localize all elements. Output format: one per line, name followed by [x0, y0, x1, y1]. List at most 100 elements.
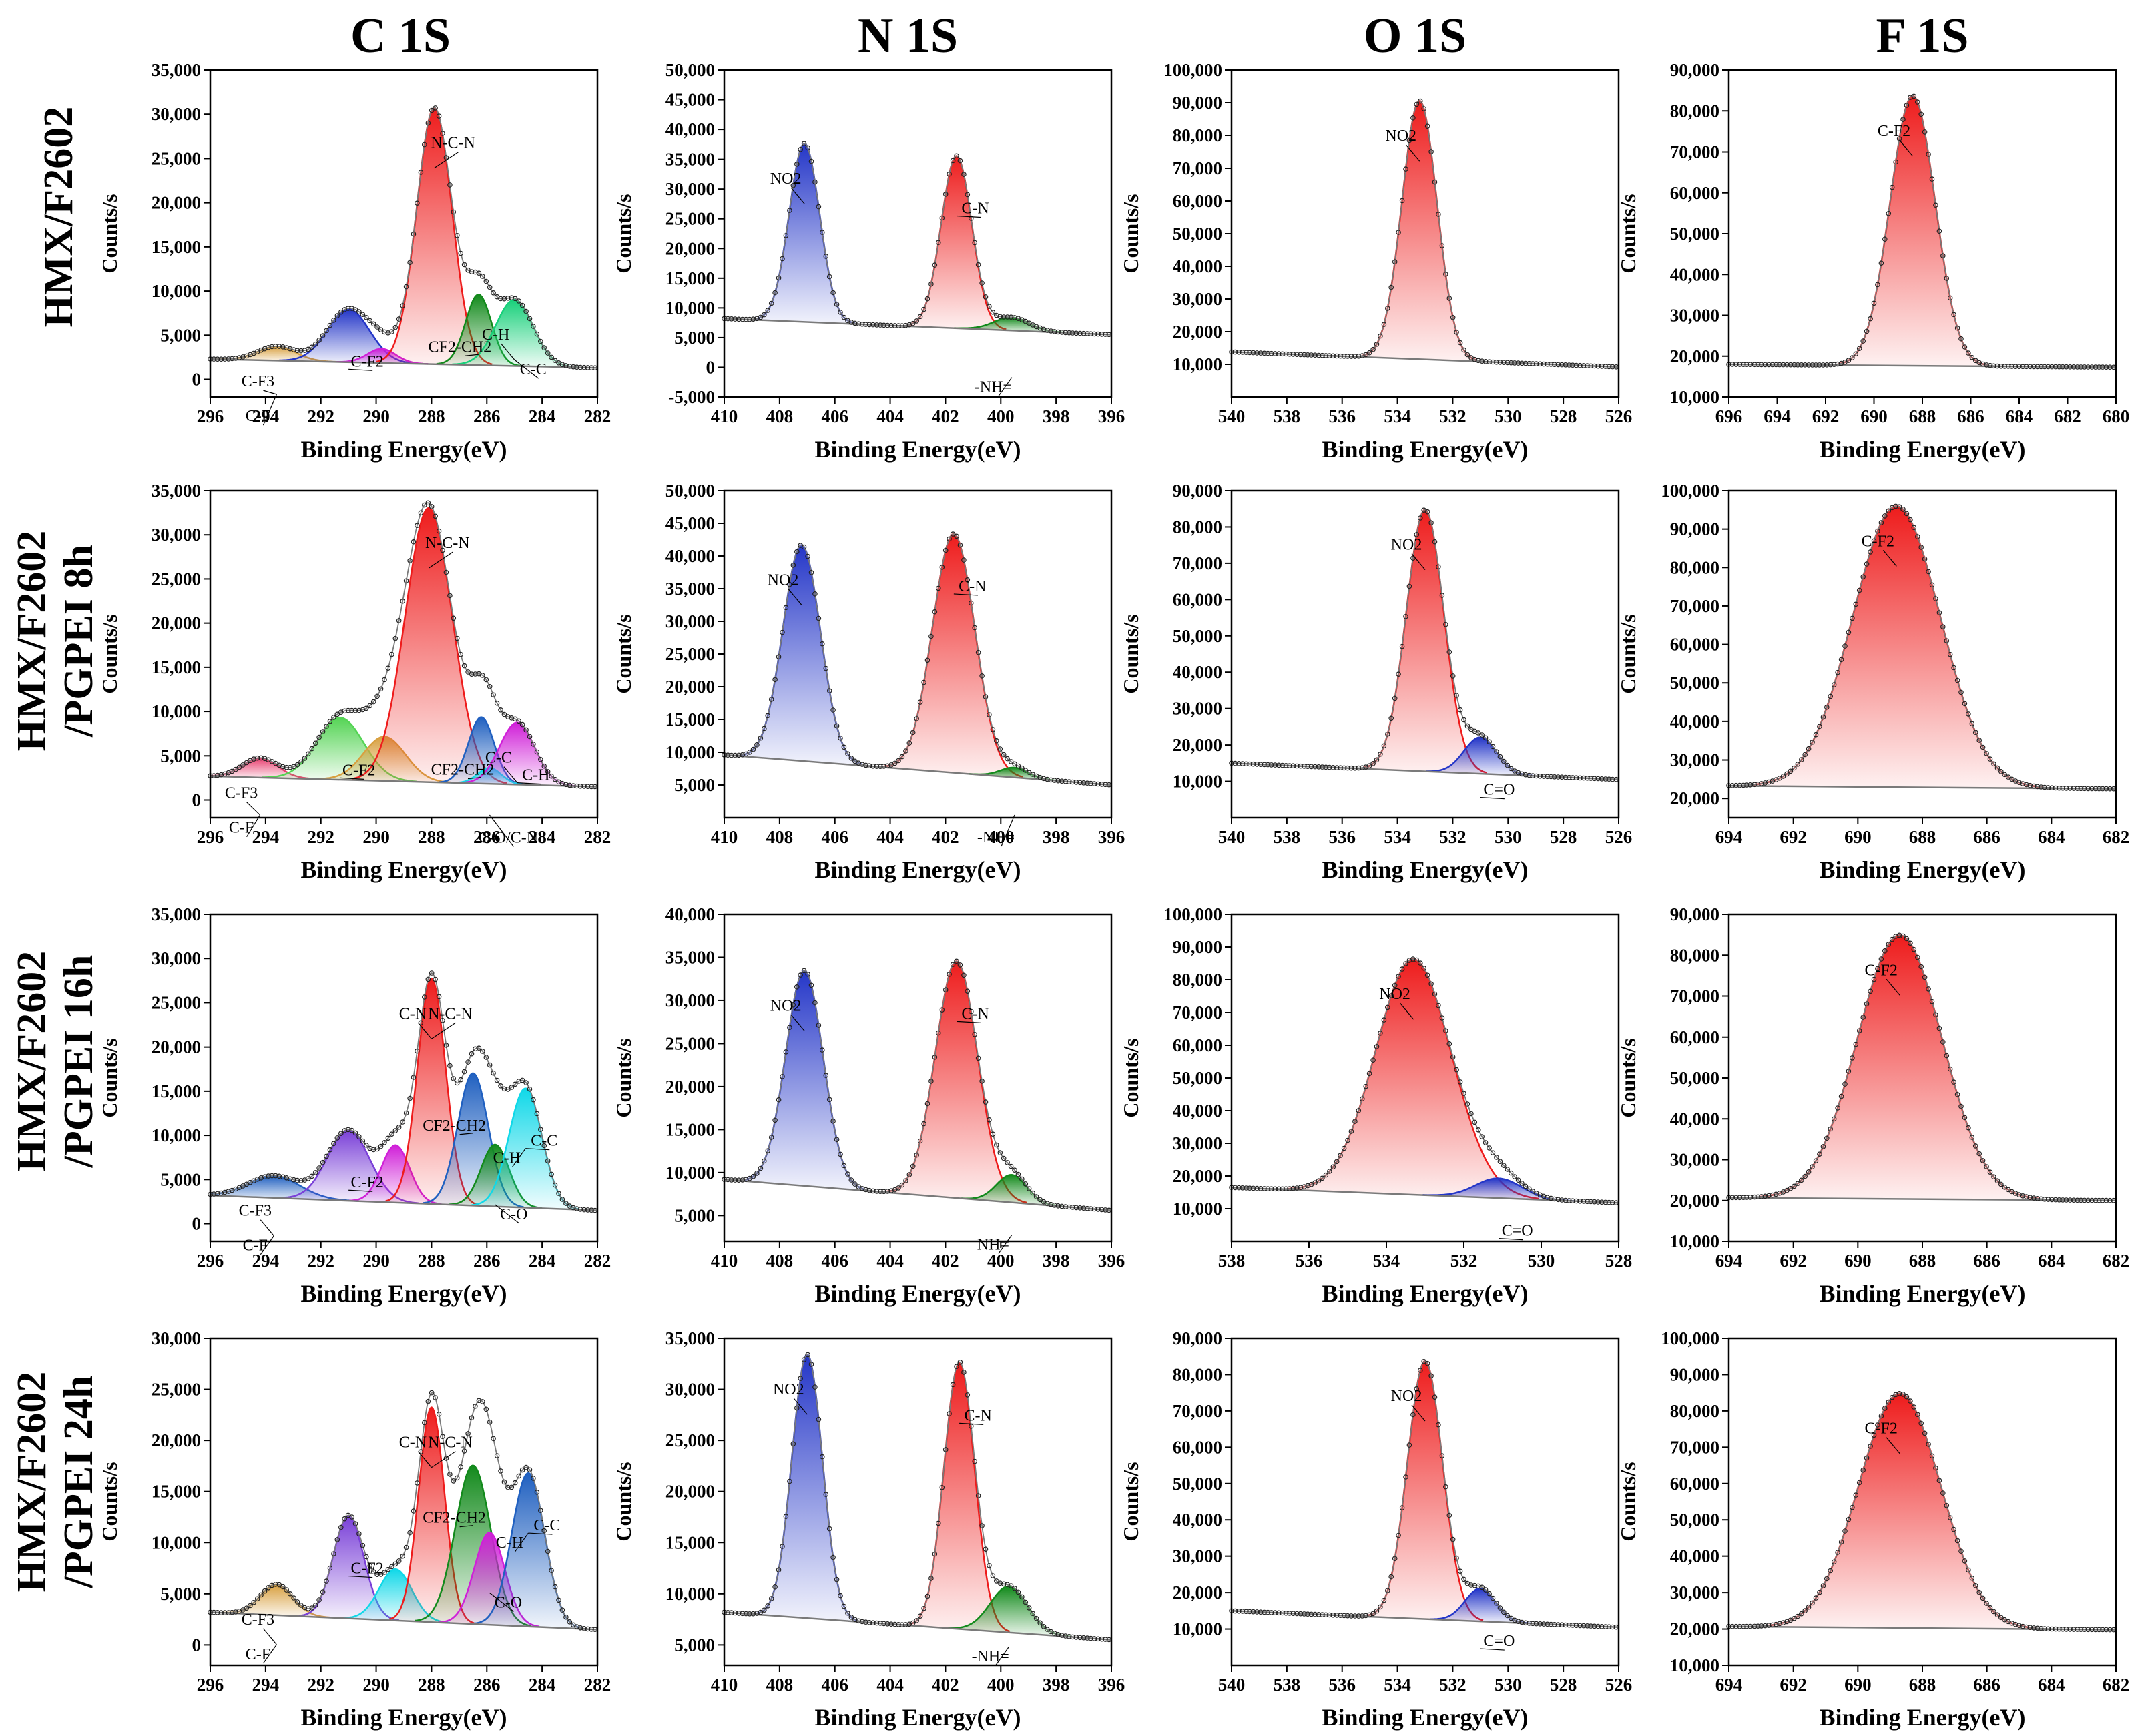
raw-data-point: [783, 233, 789, 238]
raw-data-point: [1980, 744, 1986, 750]
raw-data-point: [754, 1171, 760, 1176]
raw-data-point: [483, 1055, 489, 1060]
raw-data-point: [411, 1075, 417, 1080]
raw-data-point: [870, 764, 876, 769]
y-tick-label: 35,000: [665, 150, 715, 170]
raw-data-point: [1922, 1430, 1928, 1436]
y-tick-label: 20,000: [665, 677, 715, 697]
raw-data-point: [1784, 771, 1790, 777]
raw-data-point: [483, 1406, 489, 1412]
x-tick-label: 534: [1373, 1251, 1400, 1271]
raw-data-point: [1795, 362, 1801, 368]
raw-data-point: [1095, 1636, 1101, 1642]
raw-data-point: [743, 316, 749, 322]
raw-data-point: [1308, 764, 1314, 770]
raw-data-point: [2078, 1197, 2084, 1203]
annotation-leader: [1886, 1437, 1900, 1454]
raw-data-point: [436, 994, 442, 1000]
raw-data-point: [805, 971, 810, 977]
raw-data-point: [1828, 1568, 1834, 1574]
raw-data-point: [1287, 351, 1292, 357]
background-line: [210, 1194, 598, 1211]
x-tick-label: 402: [932, 1251, 959, 1271]
raw-data-point: [266, 344, 271, 350]
raw-data-point: [1388, 1574, 1394, 1580]
raw-data-point: [870, 322, 876, 328]
raw-data-point: [1973, 358, 1978, 364]
raw-data-point: [820, 230, 825, 235]
raw-data-point: [531, 1476, 536, 1481]
x-tick-label: 682: [2103, 827, 2130, 847]
raw-data-point: [1566, 1622, 1572, 1628]
raw-data-point: [229, 1609, 235, 1615]
x-axis-label: Binding Energy(eV): [300, 1280, 507, 1307]
raw-data-point: [1577, 775, 1583, 781]
raw-data-point: [776, 1097, 782, 1103]
x-tick-label: 398: [1043, 1675, 1070, 1695]
raw-data-point: [1019, 1594, 1025, 1600]
raw-data-point: [589, 1627, 594, 1632]
x-tick-label: 286: [473, 1251, 501, 1271]
raw-data-point: [1424, 1360, 1430, 1366]
raw-data-point: [1323, 1172, 1329, 1178]
plot-frame: [209, 489, 599, 819]
raw-data-point: [2089, 786, 2095, 792]
raw-data-point: [2042, 1626, 2047, 1631]
y-tick-label: 5,000: [160, 1584, 201, 1604]
raw-data-point: [845, 1610, 850, 1616]
raw-data-point: [1813, 1158, 1819, 1164]
raw-data-point: [1751, 1194, 1757, 1200]
raw-data-point: [1577, 1199, 1583, 1204]
annotation-leader: [262, 1628, 277, 1645]
raw-data-point: [574, 1206, 580, 1211]
raw-data-point: [794, 984, 800, 990]
y-tick-label: 70,000: [1173, 1002, 1222, 1023]
raw-data-point: [2016, 1623, 2022, 1629]
x-axis-label: Binding Energy(eV): [300, 436, 507, 463]
raw-data-point: [352, 307, 358, 312]
raw-data-point: [1345, 1137, 1350, 1143]
raw-data-point: [284, 1175, 290, 1181]
raw-data-point: [921, 1606, 926, 1611]
y-tick-label: 20,000: [665, 1482, 715, 1502]
raw-data-point: [1254, 1609, 1260, 1615]
peak-annotation: C-F: [229, 820, 254, 837]
raw-data-point: [519, 302, 525, 308]
raw-data-point: [1813, 732, 1819, 738]
y-tick-label: 40,000: [665, 546, 715, 566]
raw-data-point: [1250, 1185, 1256, 1191]
raw-data-point: [254, 1596, 260, 1602]
raw-data-point: [461, 1448, 467, 1454]
raw-data-point: [1015, 1589, 1021, 1595]
raw-data-point: [447, 1063, 453, 1069]
raw-data-point: [1918, 545, 1924, 550]
raw-data-point: [516, 298, 522, 304]
raw-data-point: [1063, 1204, 1068, 1209]
annotation-leader: [501, 343, 515, 360]
y-tick-label: 20,000: [152, 193, 201, 213]
raw-data-point: [1523, 772, 1529, 778]
raw-data-point: [454, 635, 460, 641]
raw-data-point: [1966, 711, 1971, 717]
raw-data-point: [415, 1480, 420, 1486]
annotation-leader: [790, 1015, 805, 1031]
raw-data-point: [1232, 1185, 1238, 1191]
x-axis-label: Binding Energy(eV): [814, 1704, 1021, 1731]
raw-data-point: [298, 348, 304, 354]
raw-data-point: [1512, 360, 1517, 366]
raw-data-point: [787, 1025, 792, 1031]
raw-data-point: [736, 316, 742, 322]
raw-data-point: [1984, 362, 1989, 368]
raw-data-point: [1490, 359, 1496, 365]
raw-data-point: [1588, 1623, 1594, 1629]
annotation-leader: [467, 776, 482, 780]
raw-data-point: [1588, 363, 1594, 369]
raw-data-point: [823, 1492, 829, 1497]
raw-data-point: [1603, 776, 1608, 782]
x-tick-label: 534: [1384, 406, 1411, 426]
envelope-line: [210, 107, 598, 369]
x-tick-label: 696: [1715, 406, 1743, 426]
y-tick-label: 40,000: [1670, 1109, 1719, 1129]
raw-data-point: [1327, 1612, 1332, 1618]
raw-data-point: [1254, 1185, 1260, 1191]
